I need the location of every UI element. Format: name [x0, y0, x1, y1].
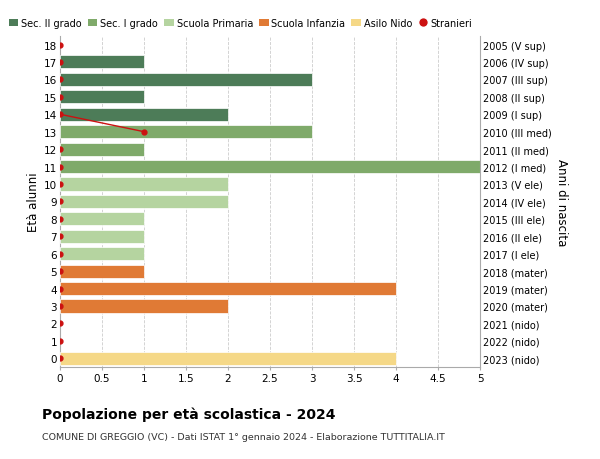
Text: Popolazione per età scolastica - 2024: Popolazione per età scolastica - 2024 [42, 406, 335, 421]
Y-axis label: Anni di nascita: Anni di nascita [555, 158, 568, 246]
Bar [60, 74, 312, 87]
Bar [60, 56, 144, 69]
Legend: Sec. II grado, Sec. I grado, Scuola Primaria, Scuola Infanzia, Asilo Nido, Stran: Sec. II grado, Sec. I grado, Scuola Prim… [8, 18, 473, 28]
Bar [60, 247, 144, 261]
Bar [60, 196, 228, 208]
Y-axis label: Età alunni: Età alunni [27, 172, 40, 232]
Bar [60, 352, 396, 365]
Bar [60, 108, 228, 122]
Bar [60, 265, 144, 278]
Bar [60, 126, 312, 139]
Text: COMUNE DI GREGGIO (VC) - Dati ISTAT 1° gennaio 2024 - Elaborazione TUTTITALIA.IT: COMUNE DI GREGGIO (VC) - Dati ISTAT 1° g… [42, 432, 445, 442]
Bar [60, 230, 144, 243]
Bar [60, 178, 228, 191]
Bar [60, 143, 144, 157]
Bar [60, 91, 144, 104]
Bar [60, 213, 144, 226]
Bar [60, 282, 396, 296]
Bar [60, 161, 480, 174]
Bar [60, 300, 228, 313]
